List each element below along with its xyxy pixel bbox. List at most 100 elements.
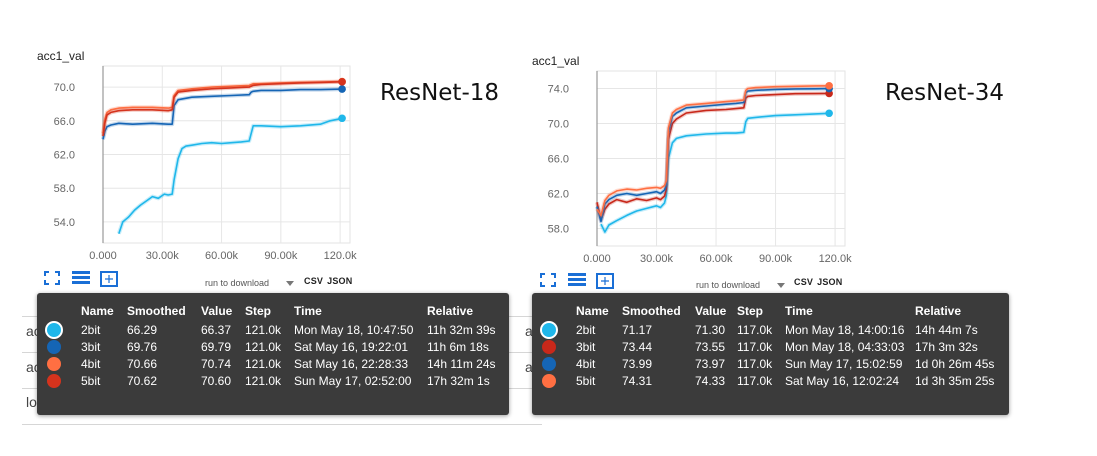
x-tick-label: 60.00k [700,253,734,265]
series-line-2bit[interactable] [118,117,343,234]
tooltip-table: Name Smoothed Value Step Time Relative 2… [47,301,502,389]
tooltip: Name Smoothed Value Step Time Relative 2… [532,293,1009,415]
y-tick-label: 62.0 [54,150,75,162]
json-link[interactable]: JSON [327,276,353,286]
csv-link[interactable]: CSV [794,277,814,287]
col-step: Step [245,304,272,318]
x-tick-label: 0.000 [583,253,611,265]
tooltip-table: Name Smoothed Value Step Time Relative 2… [542,301,1000,389]
fit-domain-icon[interactable] [44,271,60,285]
series-line-4bit[interactable] [596,87,830,223]
col-value: Value [201,304,233,318]
cell-relative: 14h 11m 24s [427,356,496,371]
series-end-point[interactable] [825,81,833,90]
chart-title: acc1_val [532,54,580,68]
download-links: CSV JSON [794,277,846,287]
cell-time: Sun May 17, 15:02:59 [785,356,903,371]
cell-step: 117.0k [737,339,773,354]
series-end-point[interactable] [338,85,346,93]
cell-step: 121.0k [245,356,282,371]
cell-value: 66.37 [201,322,232,337]
series-color-dot [542,373,556,388]
cell-name: 4bit [576,356,596,371]
chart-toolbar [540,273,624,289]
series-line-5bit[interactable] [596,85,830,217]
cell-relative: 17h 32m 1s [427,373,490,388]
col-value: Value [695,304,727,318]
line-chart[interactable]: 54.0 58.0 62.0 66.0 70.0 0.000 30.00k 60.00k 90.… [0,0,540,270]
divider [22,424,542,425]
x-tick-label: 120.0k [819,253,853,265]
tooltip-row: 3bit 73.44 73.55 117.0k Mon May 18, 04:33:03… [542,338,1000,355]
cell-relative: 11h 6m 18s [427,339,489,354]
cell-time: Sun May 17, 02:52:00 [294,373,412,388]
cell-relative: 17h 3m 32s [915,339,978,354]
x-tick-label: 30.00k [640,253,674,265]
legend-list-icon[interactable] [568,273,586,287]
series-color-dot [47,322,61,337]
tooltip-row: 3bit 69.76 69.79 121.0k Sat May 16, 19:22:01… [47,338,502,355]
col-smoothed: Smoothed [622,304,681,318]
series-color-dot [47,373,61,388]
chevron-down-icon[interactable] [286,281,294,286]
series-line-5bit[interactable] [102,81,343,137]
x-tick-label: 0.000 [89,250,117,262]
chart-title: acc1_val [37,49,85,63]
fit-domain-icon[interactable] [540,273,556,287]
cell-time: Sat May 16, 22:28:33 [294,356,409,371]
x-tick-label: 30.00k [146,250,180,262]
series-color-dot [542,322,556,337]
download-select[interactable]: run to download [205,278,270,288]
series-end-point[interactable] [825,109,833,118]
chevron-down-icon[interactable] [777,283,785,288]
download-select[interactable]: run to download [696,280,761,290]
cell-relative: 1d 0h 26m 45s [915,356,995,371]
cell-name: 4bit [81,356,101,371]
col-relative: Relative [427,304,474,318]
tooltip-row: 4bit 73.99 73.97 117.0k Sun May 17, 15:02:59… [542,355,1000,372]
cell-relative: 14h 44m 7s [915,322,978,337]
cell-value: 74.33 [695,373,726,388]
cell-name: 3bit [81,339,101,354]
series-color-dot [542,339,556,354]
cell-smoothed: 73.99 [622,356,653,371]
series-color-dot [542,356,556,371]
cell-relative: 11h 32m 39s [427,322,496,337]
tooltip-header: Name Smoothed Value Step Time Relative [47,301,502,321]
y-tick-label: 58.0 [54,183,75,195]
cell-value: 69.79 [201,339,232,354]
cell-step: 121.0k [245,339,282,354]
series-end-point[interactable] [338,114,346,123]
cell-smoothed: 74.31 [622,373,653,388]
cell-step: 117.0k [737,373,773,388]
col-smoothed: Smoothed [127,304,186,318]
y-tick-label: 66.0 [54,116,75,128]
series-end-point[interactable] [338,78,346,86]
expand-icon[interactable] [596,273,614,289]
json-link[interactable]: JSON [817,277,843,287]
cell-step: 117.0k [737,356,773,371]
cell-step: 121.0k [245,322,282,337]
cell-name: 3bit [576,339,596,354]
expand-icon[interactable] [100,271,118,287]
legend-list-icon[interactable] [72,271,90,285]
model-label: ResNet-18 [380,80,500,106]
series-line-3bit[interactable] [596,92,830,221]
line-chart[interactable]: 58.0 62.0 66.0 70.0 74.0 0.000 30.00k 60.00k 90.… [530,0,1090,270]
tooltip-row: 4bit 70.66 70.74 121.0k Sat May 16, 22:28:33… [47,355,502,372]
y-tick-label: 58.0 [548,224,569,236]
series-line-2bit[interactable] [600,112,830,233]
series-line-raw [116,116,343,235]
tooltip-row: 2bit 66.29 66.37 121.0k Mon May 18, 10:47:50… [47,321,502,338]
cell-name: 2bit [81,322,101,337]
cell-step: 117.0k [737,322,773,337]
col-name: Name [81,304,114,318]
col-step: Step [737,304,764,318]
tooltip-row: 5bit 74.31 74.33 117.0k Sat May 16, 12:02:24… [542,372,1000,389]
y-tick-label: 62.0 [548,189,569,201]
csv-link[interactable]: CSV [304,276,324,286]
y-tick-label: 54.0 [54,217,75,229]
cell-name: 5bit [81,373,101,388]
cell-smoothed: 69.76 [127,339,158,354]
series-line-3bit[interactable] [102,88,343,140]
